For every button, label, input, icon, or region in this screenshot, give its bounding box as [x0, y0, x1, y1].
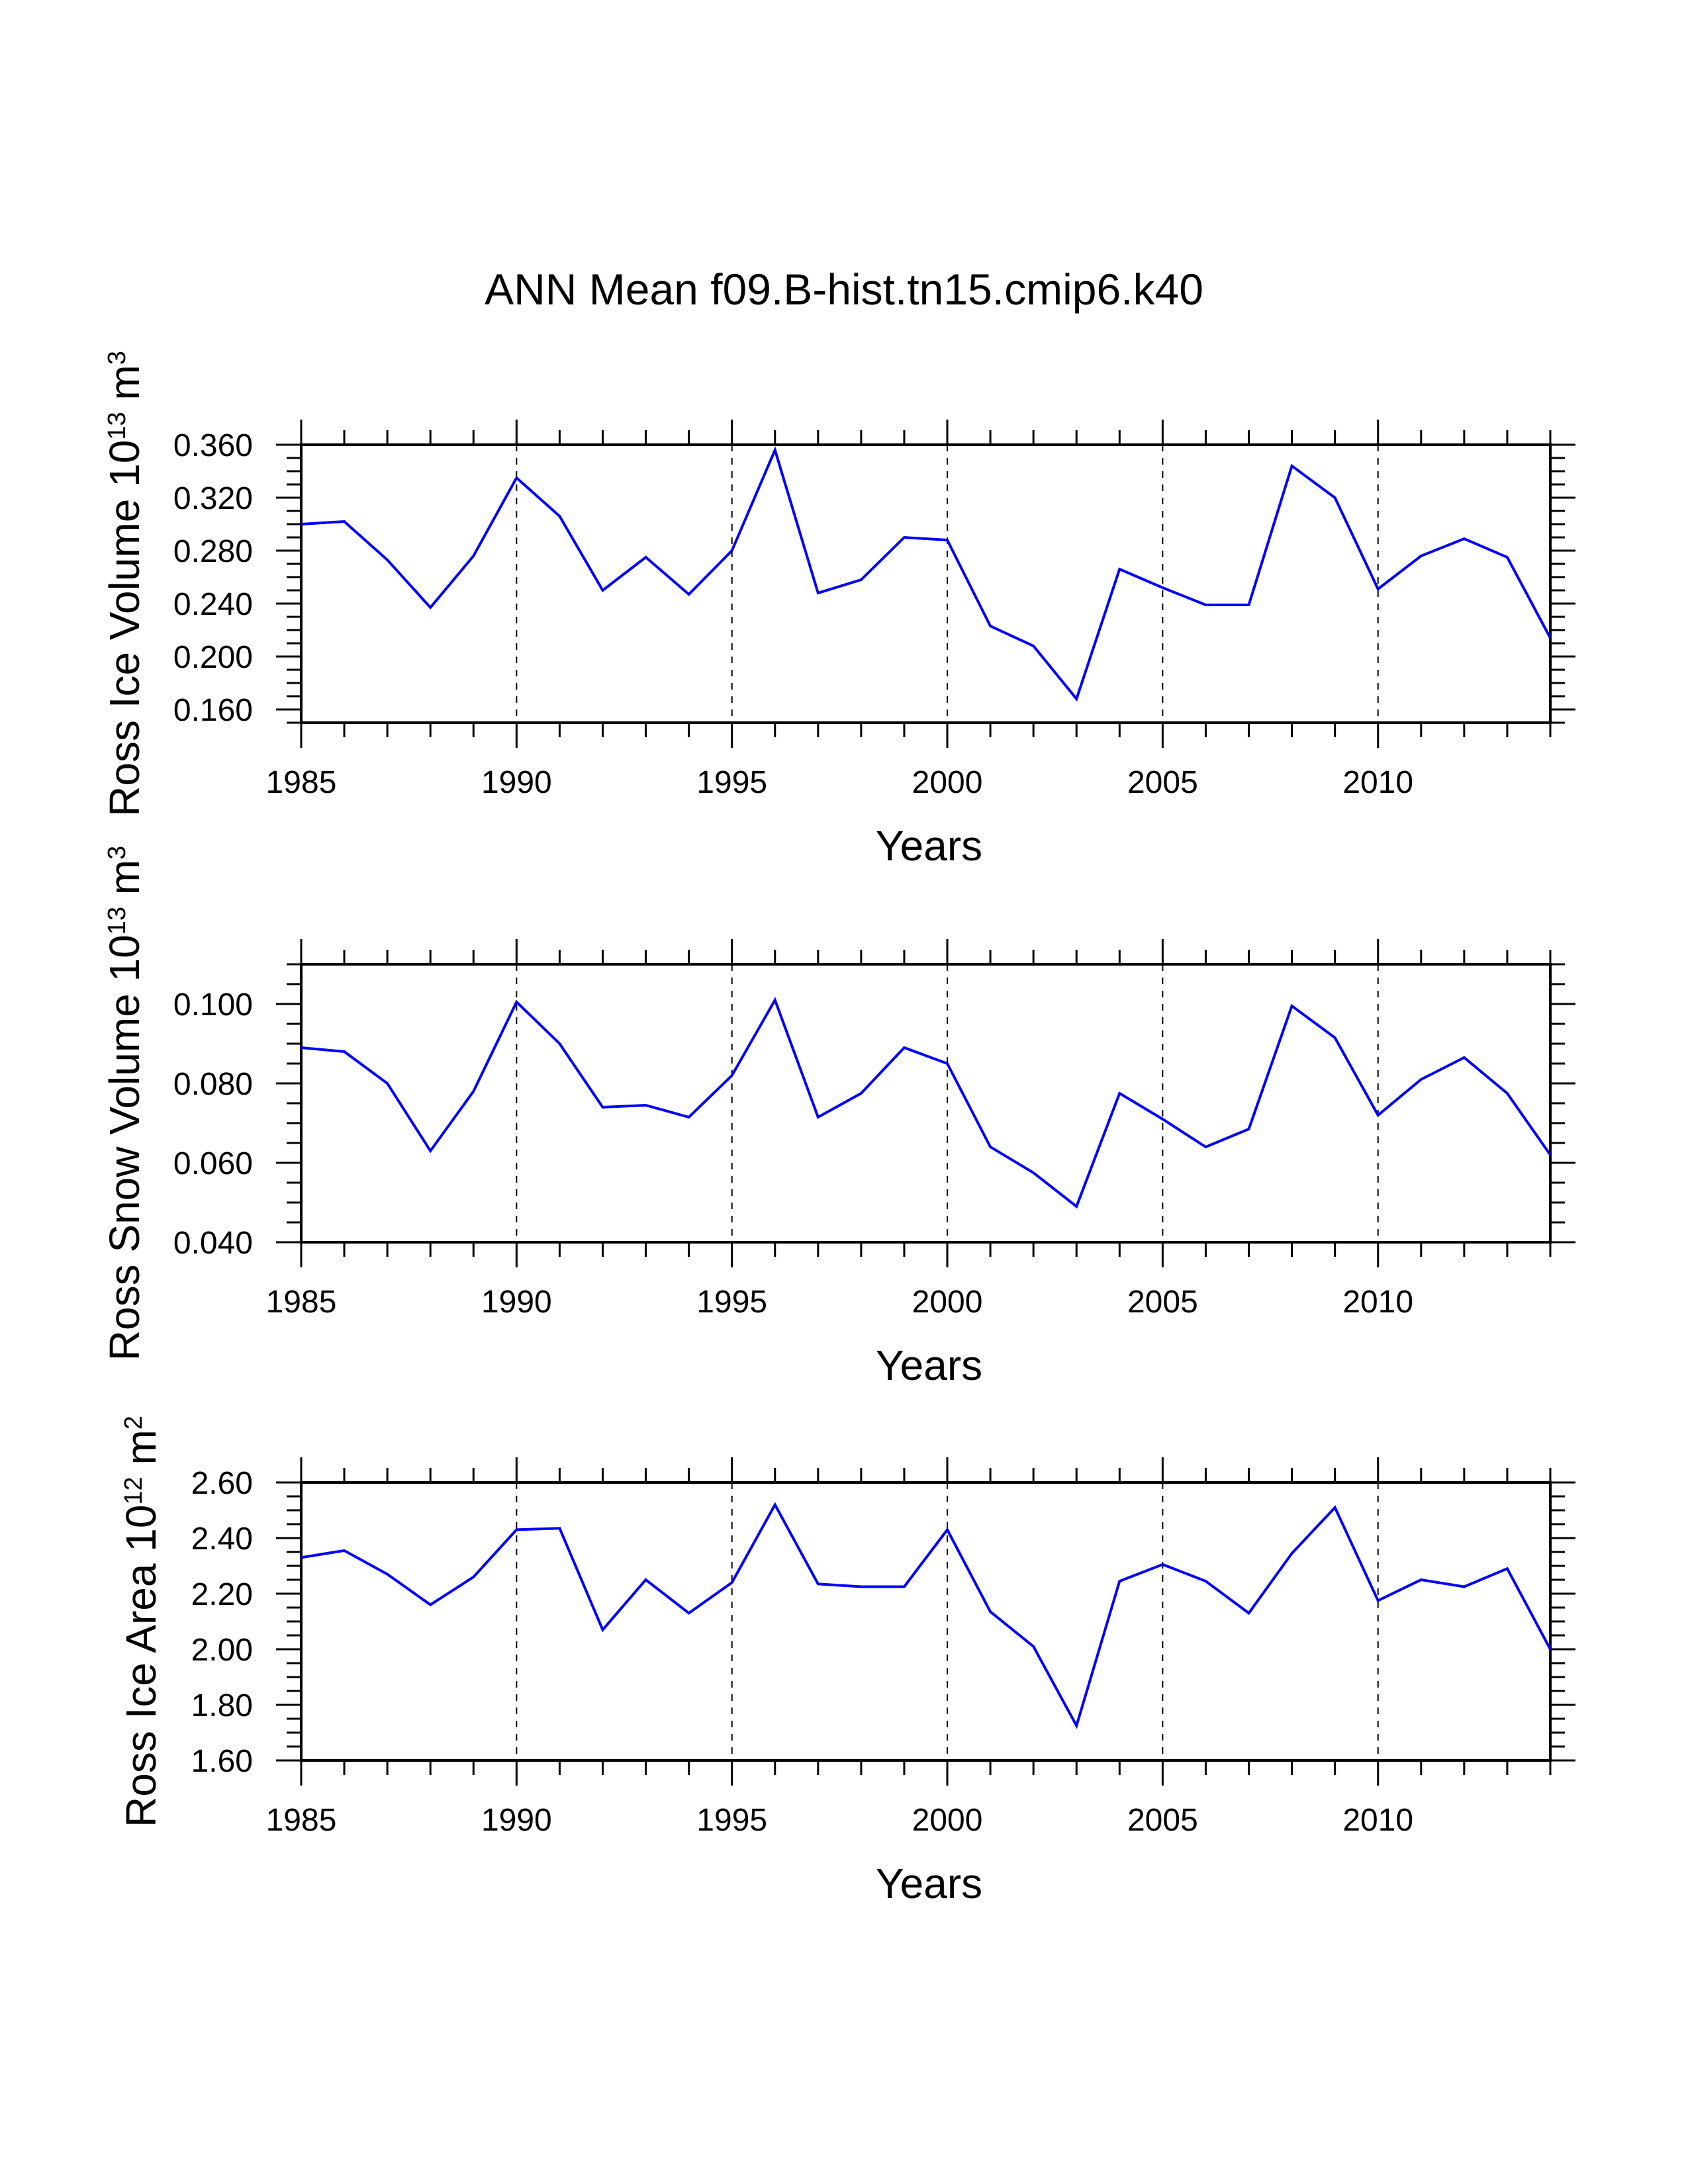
panel-2: 1985 1990 1995 2000 2005 2010 0.040 0.060 0.080 0… — [101, 846, 1575, 1389]
y-tick-label: 0.280 — [173, 534, 253, 569]
series-line — [301, 997, 1552, 1209]
x-tick-label: 1995 — [696, 765, 767, 800]
x-tick-label: 1990 — [481, 1803, 552, 1838]
y-tick-label: 2.60 — [191, 1466, 253, 1501]
y-axis-title-ylabel-unit: m — [101, 860, 148, 907]
x-tick-label: 2010 — [1342, 1285, 1413, 1320]
y-axis-title-ylabel-main: Ross Snow Volume 10 — [101, 934, 148, 1361]
x-axis-title: Years — [876, 1860, 982, 1907]
y-axis-title: Ross Ice Area 1012 m2 — [117, 1416, 165, 1827]
y-tick-label: 0.040 — [173, 1226, 253, 1261]
y-tick-label: 2.20 — [191, 1577, 253, 1612]
y-tick-label: 2.40 — [191, 1522, 253, 1557]
y-tick-label: 0.320 — [173, 481, 253, 516]
x-tick-label: 1990 — [481, 765, 552, 800]
y-axis-title-ylabel-unit: m — [117, 1430, 165, 1477]
y-tick-label: 0.080 — [173, 1067, 253, 1102]
y-axis-title-ylabel-exp: 13 — [103, 907, 131, 934]
x-tick-label: 2005 — [1127, 765, 1198, 800]
x-tick-label: 1990 — [481, 1285, 552, 1320]
y-tick-label: 1.80 — [191, 1688, 253, 1723]
y-axis-title-ylabel-main: Ross Ice Area 10 — [117, 1505, 165, 1827]
y-tick-label: 1.60 — [191, 1744, 253, 1779]
x-axis-title: Years — [876, 1342, 982, 1389]
x-tick-label: 2010 — [1342, 765, 1413, 800]
y-axis-title: Ross Snow Volume 1013 m3 — [101, 846, 148, 1361]
plot-frame — [300, 1481, 1552, 1762]
figure-title: ANN Mean f09.B-hist.tn15.cmip6.k40 — [485, 265, 1203, 314]
y-axis-title-ylabel-unit-exp: 3 — [103, 351, 131, 365]
y-tick-label: 0.060 — [173, 1146, 253, 1181]
x-tick-label: 2005 — [1127, 1285, 1198, 1320]
y-tick-label: 0.200 — [173, 640, 253, 675]
y-axis-title-ylabel-unit-exp: 3 — [103, 846, 131, 860]
x-tick-label: 2000 — [912, 765, 983, 800]
x-axis-title: Years — [876, 822, 982, 870]
plot-frame — [300, 443, 1552, 724]
x-tick-label: 1995 — [696, 1803, 767, 1838]
y-axis-title-ylabel-unit-exp: 2 — [120, 1416, 148, 1430]
x-tick-label: 1985 — [266, 1285, 337, 1320]
x-tick-label: 2010 — [1342, 1803, 1413, 1838]
series-line — [301, 1502, 1552, 1729]
y-tick-label: 0.160 — [173, 693, 253, 728]
x-tick-label: 2000 — [912, 1803, 983, 1838]
panels-group: 1985 1990 1995 2000 2005 2010 0.160 0.200 0.240 0… — [101, 351, 1575, 1907]
y-axis-title-ylabel-exp: 13 — [103, 412, 131, 439]
plot-frame — [300, 963, 1552, 1244]
x-tick-label: 1995 — [696, 1285, 767, 1320]
y-axis-title: Ross Ice Volume 1013 m3 — [101, 351, 148, 817]
y-tick-label: 0.100 — [173, 987, 253, 1023]
x-tick-label: 1985 — [266, 765, 337, 800]
y-axis-title-ylabel-exp: 12 — [120, 1477, 148, 1504]
y-tick-label: 0.360 — [173, 428, 253, 463]
x-tick-label: 2005 — [1127, 1803, 1198, 1838]
y-axis-title-ylabel-unit: m — [101, 365, 148, 412]
panel-1: 1985 1990 1995 2000 2005 2010 0.160 0.200 0.240 0… — [101, 351, 1575, 870]
y-tick-label: 0.240 — [173, 587, 253, 622]
panel-3: 1985 1990 1995 2000 2005 2010 1.60 1.80 2.00 2.20… — [117, 1416, 1575, 1907]
y-tick-label: 2.00 — [191, 1633, 253, 1668]
x-tick-label: 2000 — [912, 1285, 983, 1320]
series-line — [301, 446, 1552, 702]
y-axis-title-ylabel-main: Ross Ice Volume 10 — [101, 440, 148, 817]
x-tick-label: 1985 — [266, 1803, 337, 1838]
